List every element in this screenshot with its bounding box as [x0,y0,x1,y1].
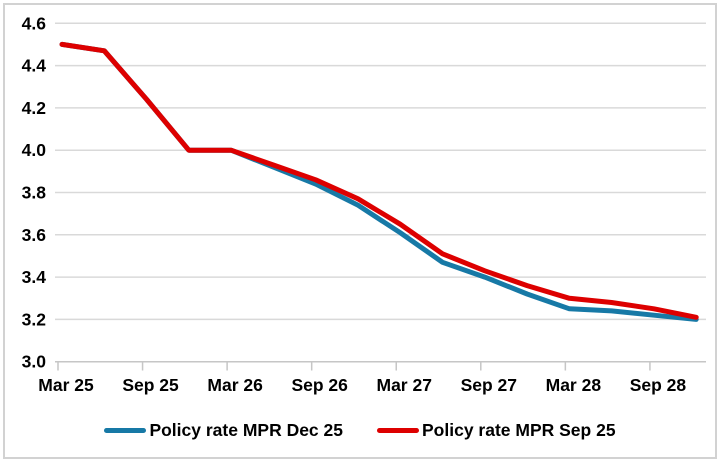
legend-label-mpr-sep-25: Policy rate MPR Sep 25 [422,419,616,440]
y-axis-tick-label: 4.0 [22,140,47,160]
y-axis-tick-label: 3.4 [22,267,47,287]
x-axis-tick-label: Sep 28 [630,375,687,395]
y-axis-tick-label: 3.8 [22,183,47,203]
x-axis-tick-label: Mar 26 [207,375,263,395]
legend-item-mpr-dec-25: Policy rate MPR Dec 25 [104,420,343,441]
series-line-policy-rate-mpr-dec-25 [59,41,699,322]
y-axis-tick-label: 3.2 [22,309,47,329]
x-axis-tick-label: Sep 27 [461,375,517,395]
legend-item-mpr-sep-25: Policy rate MPR Sep 25 [377,420,616,441]
y-axis-tick-label: 3.0 [22,352,47,372]
legend-line-swatch-red [377,427,419,433]
y-axis-tick-label: 4.4 [22,56,47,76]
y-axis-tick-label: 3.6 [22,225,47,245]
x-axis-tick-label: Mar 28 [546,375,602,395]
y-axis-tick-label: 4.2 [22,98,47,118]
x-axis-tick-label: Mar 25 [38,375,94,395]
legend-label-mpr-dec-25: Policy rate MPR Dec 25 [149,419,343,440]
x-axis-tick-label: Sep 26 [291,375,348,395]
x-axis-tick-label: Mar 27 [377,375,432,395]
legend: Policy rate MPR Dec 25 Policy rate MPR S… [0,413,720,447]
series-line-policy-rate-mpr-sep-25 [59,41,699,320]
x-axis-tick-label: Sep 25 [122,375,179,395]
y-axis-tick-label: 4.6 [22,13,47,33]
legend-line-swatch-blue [104,427,147,433]
